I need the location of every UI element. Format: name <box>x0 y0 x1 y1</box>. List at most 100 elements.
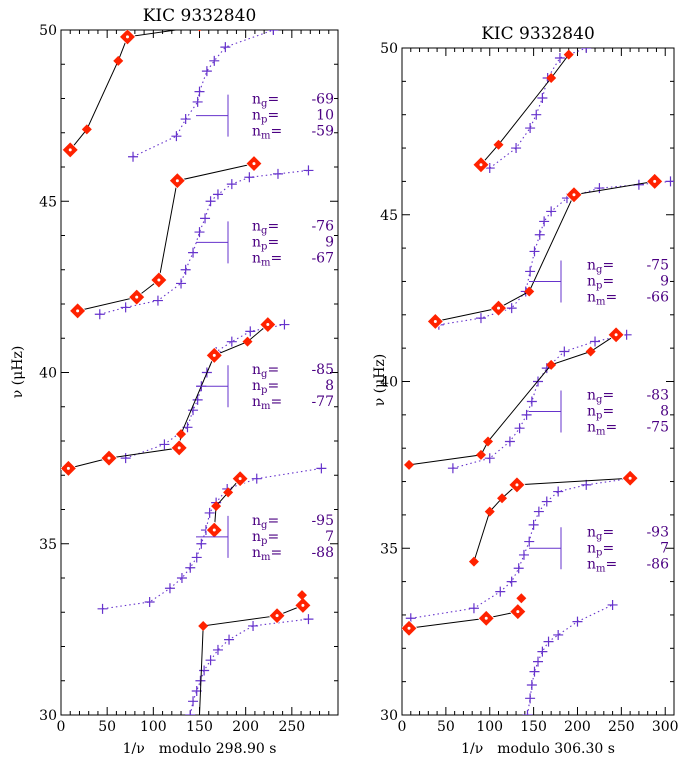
qn-equals: = <box>602 273 614 289</box>
model-point <box>279 319 290 330</box>
observed-point-center <box>301 603 305 607</box>
y-axis-label: ν (μHz) <box>372 354 388 407</box>
qn-subscript: p <box>261 241 267 252</box>
observed-point <box>113 55 124 66</box>
quantum-number-label: ng= -69 <box>252 92 334 110</box>
qn-equals: = <box>271 545 283 561</box>
x-tick-label: 50 <box>437 719 455 735</box>
model-point <box>97 603 108 614</box>
observed-point <box>516 593 527 604</box>
qn-value: 7 <box>660 540 669 556</box>
model-point <box>244 172 255 183</box>
model-point <box>528 519 539 530</box>
model-point <box>554 53 565 64</box>
x-tick-label: 100 <box>476 719 503 735</box>
model-point <box>164 583 175 594</box>
x-tick-label: 0 <box>398 719 407 735</box>
qn-subscript: m <box>261 257 271 268</box>
model-point <box>524 536 535 547</box>
qn-equals: = <box>602 524 614 540</box>
observed-point <box>211 501 222 512</box>
qn-subscript: m <box>596 427 606 438</box>
qn-subscript: m <box>596 563 606 574</box>
model-point <box>245 326 256 337</box>
observed-point-center <box>479 163 483 167</box>
qn-subscript: p <box>596 411 602 422</box>
qn-symbol: n <box>587 388 596 404</box>
qn-symbol: n <box>252 218 261 234</box>
qn-equals: = <box>602 388 614 404</box>
quantum-number-label: nm= -77 <box>252 394 334 412</box>
qn-equals: = <box>271 250 283 266</box>
model-point <box>226 336 237 347</box>
qn-value: 8 <box>325 378 334 394</box>
model-point <box>303 165 314 176</box>
model-point <box>533 506 544 517</box>
right-panel: KIC 9332840 0 50 100 150 200 250 300 30 35 40 45 50 1… <box>372 24 679 757</box>
model-point <box>559 346 570 357</box>
qn-value: -86 <box>646 556 669 572</box>
quantum-number-label: np= 9 <box>252 234 334 252</box>
observed-point <box>296 590 307 601</box>
qn-subscript: g <box>261 99 268 110</box>
model-point <box>533 656 543 667</box>
model-point <box>529 666 540 677</box>
chart-title: KIC 9332840 <box>143 6 257 26</box>
qn-value: 7 <box>325 529 334 545</box>
observed-point-center <box>175 179 179 183</box>
qn-value: -59 <box>311 124 334 140</box>
model-point <box>581 48 592 53</box>
qn-value: -93 <box>646 524 669 540</box>
model-point <box>200 213 211 224</box>
qn-value: 8 <box>660 404 669 420</box>
quantum-number-label: np= 7 <box>252 529 334 547</box>
quantum-number-label: nm= -66 <box>587 289 669 307</box>
observed-point-center <box>614 333 618 337</box>
model-point <box>537 646 548 657</box>
qn-symbol: n <box>252 250 261 266</box>
model-point <box>220 42 231 53</box>
observed-point-center <box>68 148 72 152</box>
quantum-number-label: ng= -85 <box>252 362 334 380</box>
observed-point <box>198 620 209 631</box>
qn-value: 9 <box>325 234 334 250</box>
observed-point-center <box>76 309 80 313</box>
model-point <box>152 295 163 306</box>
observed-point-center <box>135 295 139 299</box>
qn-symbol: n <box>252 234 261 250</box>
y-axis-label: ν (μHz) <box>10 346 26 399</box>
qn-symbol: n <box>587 540 596 556</box>
qn-value: -77 <box>311 394 334 410</box>
x-tick-label: 50 <box>98 719 116 735</box>
observed-point <box>242 336 253 347</box>
model-point <box>185 710 196 715</box>
quantum-number-label: nm= -67 <box>252 250 334 268</box>
model-point <box>226 179 237 190</box>
observed-point-center <box>266 323 270 327</box>
observed-point <box>482 436 493 447</box>
qn-equals: = <box>602 404 614 420</box>
observed-point-center <box>484 616 488 620</box>
observed-point <box>81 124 92 135</box>
observed-point-center <box>107 456 111 460</box>
observed-point-center <box>212 528 216 532</box>
qn-subscript: m <box>261 401 271 412</box>
observed-point-center <box>66 466 70 470</box>
model-point <box>525 693 536 704</box>
y-tick-label: 45 <box>380 208 398 224</box>
qn-symbol: n <box>587 524 596 540</box>
x-axis-label: 1/ν modulo 298.90 s <box>123 741 277 757</box>
model-point <box>484 163 495 174</box>
qn-subscript: m <box>596 296 606 307</box>
qn-equals: = <box>267 378 279 394</box>
quantum-number-label: nm= -59 <box>252 124 334 142</box>
model-point <box>144 596 155 607</box>
x-tick-label: 200 <box>564 719 591 735</box>
qn-equals: = <box>267 362 279 378</box>
observed-point <box>223 487 234 498</box>
qn-value: -75 <box>646 420 669 436</box>
observed-point <box>546 359 557 370</box>
observed-connector-line <box>408 334 617 466</box>
qn-subscript: m <box>261 552 271 563</box>
